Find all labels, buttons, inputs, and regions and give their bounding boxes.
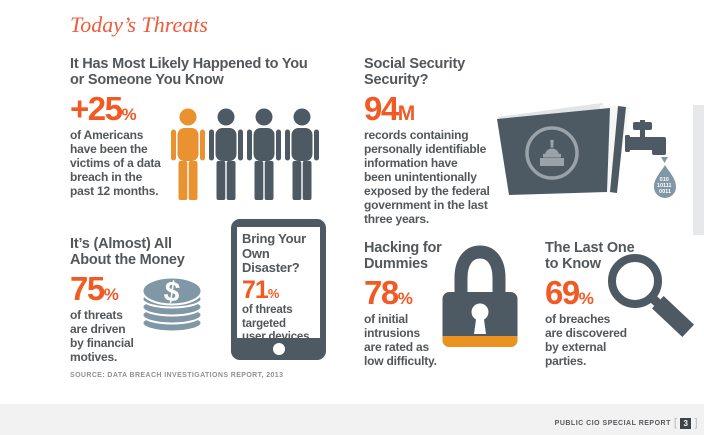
section-social-security: Social Security Security? 94M records co… xyxy=(364,56,504,226)
keyhole-icon xyxy=(471,303,489,321)
home-button-icon xyxy=(272,343,285,355)
section-body: records containing personally identifiab… xyxy=(364,127,490,226)
page-number-bracket: ] xyxy=(694,417,698,429)
section-body: of initial intrusions are rated as low d… xyxy=(364,311,437,368)
footer: PUBLIC CIO SPECIAL REPORT [3] xyxy=(555,418,698,429)
capitol-emblem-ring xyxy=(525,126,579,180)
section-body: of threats targeted user devices. xyxy=(242,304,313,344)
faucet-icon xyxy=(625,120,666,155)
section-body: of threats are driven by financial motiv… xyxy=(70,307,134,364)
stat-71-percent: 71% xyxy=(242,275,280,304)
section-heading: The Last One to Know xyxy=(545,240,635,273)
person-icon xyxy=(171,108,205,200)
section-body: of breaches are discovered by external p… xyxy=(545,311,627,368)
section-heading: Hacking for Dummies xyxy=(364,240,442,273)
dollar-coins-icon: $ xyxy=(141,275,203,333)
section-happened-to-you: It Has Most Likely Happened to You or So… xyxy=(70,56,342,198)
drip-icon xyxy=(661,157,668,163)
footer-label: PUBLIC CIO SPECIAL REPORT xyxy=(554,420,671,427)
padlock-icon xyxy=(442,245,518,347)
footer-band xyxy=(0,404,704,435)
stat-69-percent: 69% xyxy=(545,274,594,312)
page-title: Today’s Threats xyxy=(70,12,208,37)
tablet-device-icon: Bring Your Own Disaster? 71% of threats … xyxy=(231,219,326,360)
stat-75-percent: 75% xyxy=(70,270,119,308)
section-last-one-to-know: The Last One to Know 69% of breaches are… xyxy=(545,240,657,368)
leaking-folder-faucet-icon: 010 10111 0011 xyxy=(497,103,676,198)
page-number-bracket: [ xyxy=(673,417,678,429)
stat-78-percent: 78% xyxy=(364,274,413,312)
section-heading: Bring Your Own Disaster? xyxy=(242,231,306,276)
section-heading: Social Security Security? xyxy=(364,56,465,89)
data-drop-icon xyxy=(654,165,676,198)
people-figures-icon xyxy=(170,108,320,200)
magnifying-glass-icon xyxy=(608,254,695,338)
drop-binary-text: 010 10111 0011 xyxy=(657,177,673,195)
section-heading: It Has Most Likely Happened to You or So… xyxy=(70,56,308,89)
folder-page-edge xyxy=(610,106,626,193)
source-note: SOURCE: DATA BREACH INVESTIGATIONS REPOR… xyxy=(70,372,284,379)
person-icon xyxy=(285,108,319,200)
dollar-sign: $ xyxy=(162,275,182,308)
capitol-dome-icon xyxy=(540,139,564,166)
stat-94m: 94M xyxy=(364,90,416,128)
section-heading: It’s (Almost) All About the Money xyxy=(70,236,185,269)
page-number: 3 xyxy=(680,418,692,429)
tablet-screen: Bring Your Own Disaster? 71% of threats … xyxy=(237,227,320,343)
section-about-the-money: It’s (Almost) All About the Money 75% of… xyxy=(70,236,230,364)
person-icon xyxy=(247,108,281,200)
person-icon xyxy=(209,108,243,200)
section-hacking-for-dummies: Hacking for Dummies 78% of initial intru… xyxy=(364,240,464,368)
section-body: of Americans have been the victims of a … xyxy=(70,127,161,198)
page-edge-strip xyxy=(693,105,704,235)
stat-25-percent: +25% xyxy=(70,90,137,128)
